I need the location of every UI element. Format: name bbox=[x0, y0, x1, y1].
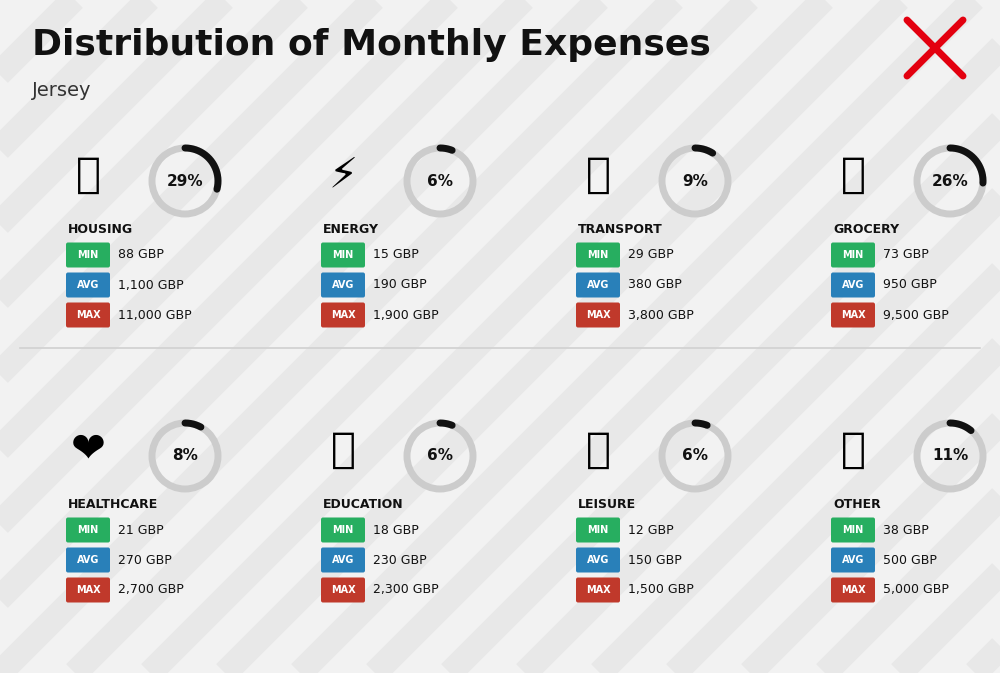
FancyBboxPatch shape bbox=[576, 242, 620, 267]
Text: MAX: MAX bbox=[76, 310, 100, 320]
Text: 6%: 6% bbox=[427, 174, 453, 188]
Text: MAX: MAX bbox=[586, 585, 610, 595]
Text: 88 GBP: 88 GBP bbox=[118, 248, 164, 262]
Text: AVG: AVG bbox=[587, 555, 609, 565]
Text: AVG: AVG bbox=[77, 555, 99, 565]
Text: 500 GBP: 500 GBP bbox=[883, 553, 937, 567]
Text: 2,300 GBP: 2,300 GBP bbox=[373, 583, 439, 596]
Text: 950 GBP: 950 GBP bbox=[883, 279, 937, 291]
FancyBboxPatch shape bbox=[66, 273, 110, 297]
Text: 9,500 GBP: 9,500 GBP bbox=[883, 308, 949, 322]
Text: 73 GBP: 73 GBP bbox=[883, 248, 929, 262]
Text: 🏢: 🏢 bbox=[76, 154, 101, 196]
Text: AVG: AVG bbox=[842, 280, 864, 290]
Text: 11%: 11% bbox=[932, 448, 968, 464]
Text: AVG: AVG bbox=[842, 555, 864, 565]
Text: HOUSING: HOUSING bbox=[68, 223, 133, 236]
Text: 12 GBP: 12 GBP bbox=[628, 524, 674, 536]
Text: MIN: MIN bbox=[332, 250, 354, 260]
FancyBboxPatch shape bbox=[576, 273, 620, 297]
FancyBboxPatch shape bbox=[66, 548, 110, 573]
Text: 1,100 GBP: 1,100 GBP bbox=[118, 279, 184, 291]
FancyBboxPatch shape bbox=[321, 548, 365, 573]
Text: 270 GBP: 270 GBP bbox=[118, 553, 172, 567]
Text: 26%: 26% bbox=[932, 174, 968, 188]
Text: MAX: MAX bbox=[331, 310, 355, 320]
FancyBboxPatch shape bbox=[576, 302, 620, 328]
FancyBboxPatch shape bbox=[831, 518, 875, 542]
FancyBboxPatch shape bbox=[576, 518, 620, 542]
Text: 9%: 9% bbox=[682, 174, 708, 188]
Text: OTHER: OTHER bbox=[833, 498, 881, 511]
Text: 29 GBP: 29 GBP bbox=[628, 248, 674, 262]
Text: MIN: MIN bbox=[842, 525, 864, 535]
Text: 🛍️: 🛍️ bbox=[586, 429, 610, 471]
Text: 🛒: 🛒 bbox=[840, 154, 865, 196]
Text: MAX: MAX bbox=[841, 310, 865, 320]
Text: 3,800 GBP: 3,800 GBP bbox=[628, 308, 694, 322]
Text: MAX: MAX bbox=[76, 585, 100, 595]
Text: MIN: MIN bbox=[587, 250, 609, 260]
Text: MIN: MIN bbox=[332, 525, 354, 535]
Text: LEISURE: LEISURE bbox=[578, 498, 636, 511]
Text: 11,000 GBP: 11,000 GBP bbox=[118, 308, 192, 322]
Text: MIN: MIN bbox=[587, 525, 609, 535]
Text: HEALTHCARE: HEALTHCARE bbox=[68, 498, 158, 511]
FancyBboxPatch shape bbox=[66, 242, 110, 267]
Text: TRANSPORT: TRANSPORT bbox=[578, 223, 663, 236]
Text: 230 GBP: 230 GBP bbox=[373, 553, 427, 567]
Text: 1,500 GBP: 1,500 GBP bbox=[628, 583, 694, 596]
FancyBboxPatch shape bbox=[321, 242, 365, 267]
Text: GROCERY: GROCERY bbox=[833, 223, 899, 236]
Text: 🎓: 🎓 bbox=[330, 429, 356, 471]
FancyBboxPatch shape bbox=[321, 518, 365, 542]
Text: 21 GBP: 21 GBP bbox=[118, 524, 164, 536]
Text: 38 GBP: 38 GBP bbox=[883, 524, 929, 536]
Text: ⚡: ⚡ bbox=[328, 154, 358, 196]
Text: AVG: AVG bbox=[332, 555, 354, 565]
FancyBboxPatch shape bbox=[831, 273, 875, 297]
Text: ❤️: ❤️ bbox=[71, 429, 105, 471]
Text: MAX: MAX bbox=[586, 310, 610, 320]
Text: Distribution of Monthly Expenses: Distribution of Monthly Expenses bbox=[32, 28, 711, 62]
Text: 150 GBP: 150 GBP bbox=[628, 553, 682, 567]
FancyBboxPatch shape bbox=[321, 302, 365, 328]
FancyBboxPatch shape bbox=[831, 548, 875, 573]
Text: 5,000 GBP: 5,000 GBP bbox=[883, 583, 949, 596]
FancyBboxPatch shape bbox=[831, 242, 875, 267]
Text: MAX: MAX bbox=[841, 585, 865, 595]
Text: MIN: MIN bbox=[77, 250, 99, 260]
Text: AVG: AVG bbox=[332, 280, 354, 290]
Text: 1,900 GBP: 1,900 GBP bbox=[373, 308, 439, 322]
Text: EDUCATION: EDUCATION bbox=[323, 498, 404, 511]
Text: AVG: AVG bbox=[587, 280, 609, 290]
Text: 🚌: 🚌 bbox=[586, 154, 610, 196]
FancyBboxPatch shape bbox=[576, 548, 620, 573]
FancyBboxPatch shape bbox=[321, 273, 365, 297]
Text: MIN: MIN bbox=[77, 525, 99, 535]
Text: ENERGY: ENERGY bbox=[323, 223, 379, 236]
Text: 18 GBP: 18 GBP bbox=[373, 524, 419, 536]
Text: 2,700 GBP: 2,700 GBP bbox=[118, 583, 184, 596]
Text: 💰: 💰 bbox=[840, 429, 865, 471]
FancyBboxPatch shape bbox=[321, 577, 365, 602]
FancyBboxPatch shape bbox=[831, 302, 875, 328]
Text: 29%: 29% bbox=[167, 174, 203, 188]
Text: MIN: MIN bbox=[842, 250, 864, 260]
FancyBboxPatch shape bbox=[66, 302, 110, 328]
Text: MAX: MAX bbox=[331, 585, 355, 595]
Text: Jersey: Jersey bbox=[32, 81, 92, 100]
FancyBboxPatch shape bbox=[831, 577, 875, 602]
Text: 8%: 8% bbox=[172, 448, 198, 464]
Text: AVG: AVG bbox=[77, 280, 99, 290]
FancyBboxPatch shape bbox=[66, 518, 110, 542]
FancyBboxPatch shape bbox=[66, 577, 110, 602]
FancyBboxPatch shape bbox=[576, 577, 620, 602]
Text: 190 GBP: 190 GBP bbox=[373, 279, 427, 291]
Text: 6%: 6% bbox=[682, 448, 708, 464]
Text: 380 GBP: 380 GBP bbox=[628, 279, 682, 291]
Text: 6%: 6% bbox=[427, 448, 453, 464]
Text: 15 GBP: 15 GBP bbox=[373, 248, 419, 262]
